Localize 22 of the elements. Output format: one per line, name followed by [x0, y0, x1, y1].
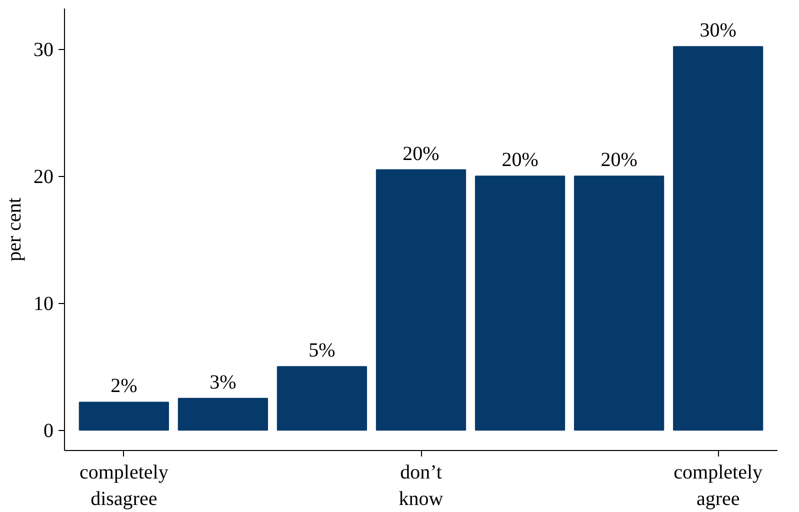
bar	[78, 402, 169, 431]
data-label: 2%	[110, 375, 138, 398]
x-tick-label: completely disagree	[79, 462, 168, 510]
bar	[474, 176, 566, 431]
bar	[574, 176, 664, 431]
data-label: 20%	[600, 149, 638, 172]
data-label: 20%	[502, 149, 538, 172]
bar	[376, 169, 466, 431]
data-label: 20%	[402, 142, 440, 165]
bar	[276, 366, 368, 431]
x-tick-label: don’t know	[398, 462, 444, 510]
y-tick-label: 0	[44, 420, 54, 442]
y-tick-label: 20	[34, 166, 54, 188]
x-tick-label: completely agree	[674, 462, 763, 510]
bar	[673, 46, 764, 431]
data-label: 3%	[210, 371, 236, 394]
bar	[178, 398, 268, 431]
y-tick-label: 10	[34, 293, 54, 316]
y-tick-label: 30	[34, 39, 54, 62]
y-axis-title: per cent	[4, 197, 26, 262]
data-label: 30%	[700, 20, 736, 42]
data-label: 5%	[308, 340, 336, 362]
